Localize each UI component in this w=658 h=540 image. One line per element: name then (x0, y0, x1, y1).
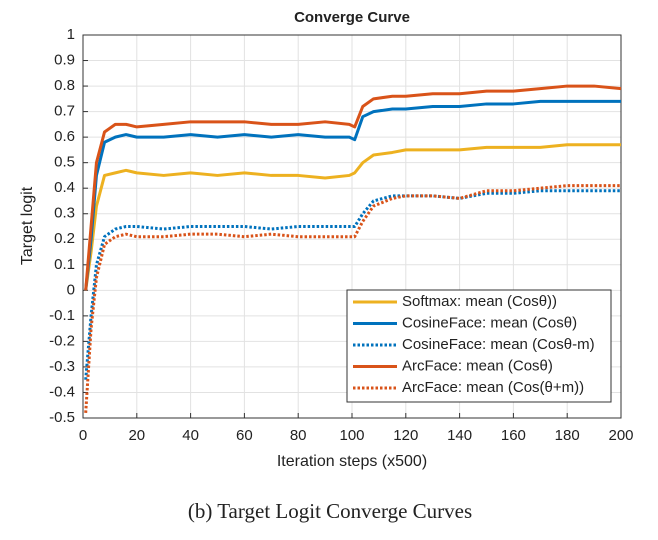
x-tick-label: 40 (182, 427, 199, 444)
legend: Softmax: mean (Cosθ)) CosineFace: mean (C… (346, 289, 612, 403)
legend-label: Softmax: mean (Cosθ)) (402, 293, 557, 310)
x-tick-label: 0 (79, 427, 87, 444)
y-tick-label: -0.1 (49, 307, 75, 324)
y-tick-label: 0.3 (54, 205, 75, 222)
series-line (84, 189, 621, 380)
series-line (84, 84, 622, 291)
x-tick-label: 200 (608, 427, 633, 444)
legend-label: ArcFace: mean (Cosθ) (402, 357, 553, 374)
y-tick-label: -0.4 (49, 383, 75, 400)
caption: (b) Target Logit Converge Curves (188, 499, 472, 523)
plot-frame (82, 34, 622, 419)
y-tick-label: -0.2 (49, 332, 75, 349)
series-line (84, 143, 621, 291)
y-tick-label: 0.1 (54, 256, 75, 273)
x-tick-label: 60 (236, 427, 253, 444)
x-tick-label: 20 (128, 427, 145, 444)
chart-title: Converge Curve (294, 9, 410, 26)
y-tick-label: 1 (67, 26, 75, 43)
series-line (84, 184, 621, 413)
x-tick-label: 160 (501, 427, 526, 444)
y-tick-label: 0.9 (54, 52, 75, 69)
y-tick-label: 0.5 (54, 154, 75, 171)
y-tick-label: 0.4 (54, 179, 75, 196)
x-tick-label: 100 (339, 427, 364, 444)
y-tick-label: 0 (67, 281, 75, 298)
y-tick-label: 0.6 (54, 128, 75, 145)
y-tick-label: 0.8 (54, 77, 75, 94)
legend-label: ArcFace: mean (Cos(θ+m)) (402, 379, 584, 396)
y-tick-label: 0.7 (54, 103, 75, 120)
y-tick-label: -0.3 (49, 358, 75, 375)
legend-label: CosineFace: mean (Cosθ-m) (402, 336, 595, 353)
x-axis-label: Iteration steps (x500) (277, 453, 427, 470)
y-axis-label: Target logit (19, 186, 36, 265)
y-tick-label: 0.2 (54, 230, 75, 247)
x-tick-label: 80 (290, 427, 307, 444)
x-tick-label: 140 (447, 427, 472, 444)
legend-label: CosineFace: mean (Cosθ) (402, 314, 577, 331)
x-tick-label: 120 (393, 427, 418, 444)
series-line (84, 99, 621, 291)
y-tick-label: -0.5 (49, 409, 75, 426)
x-tick-label: 180 (555, 427, 580, 444)
